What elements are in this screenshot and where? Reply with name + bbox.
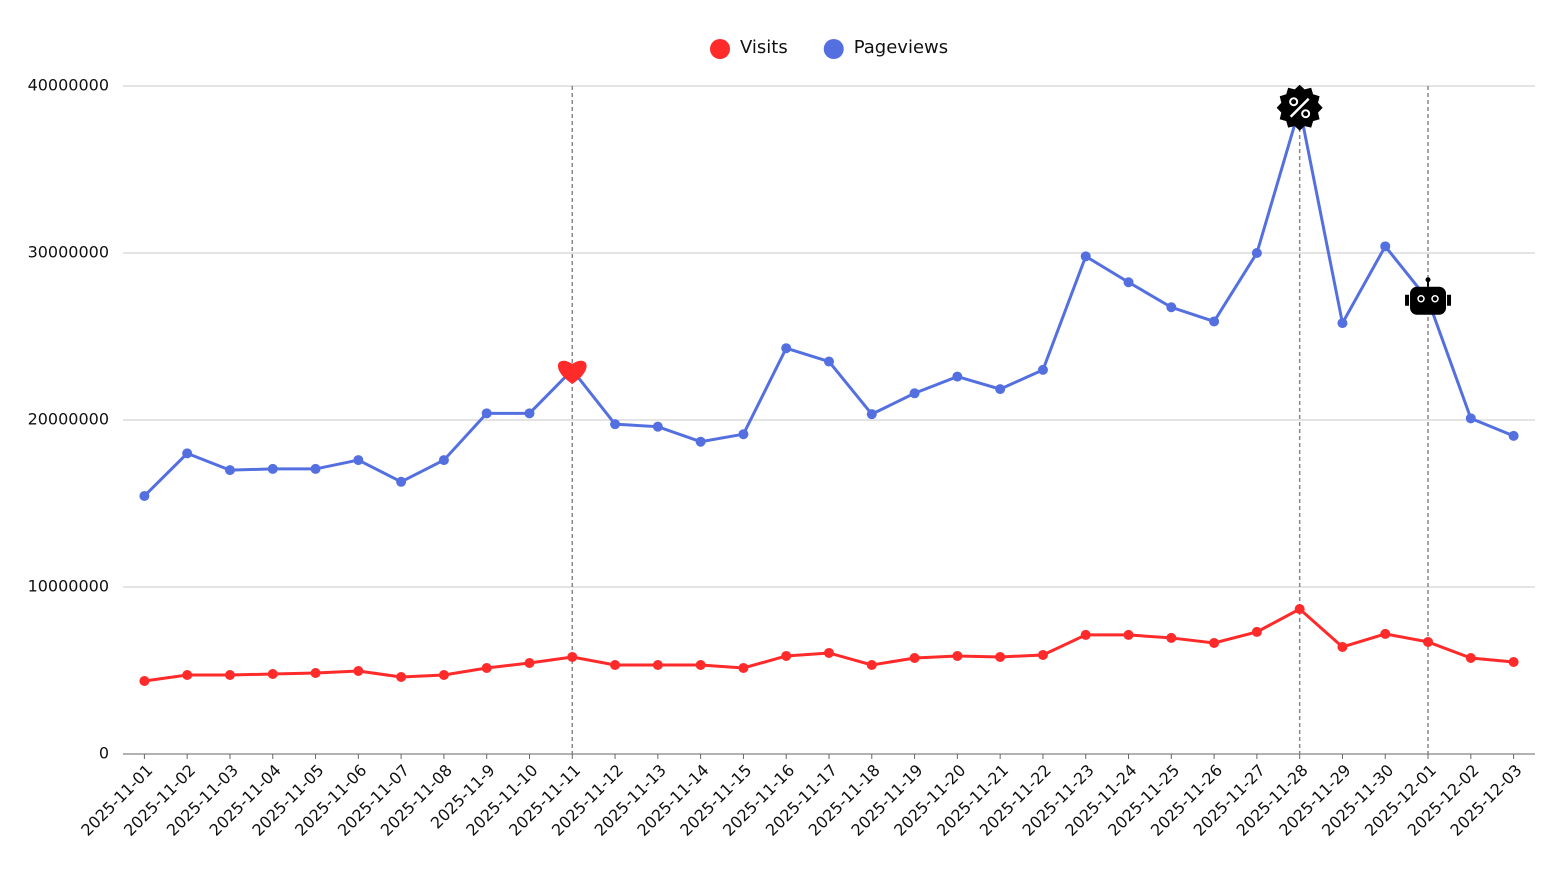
data-point <box>1337 641 1348 652</box>
data-point <box>695 659 706 670</box>
data-point <box>1251 248 1262 258</box>
y-tick-label: 30000000 <box>28 243 109 262</box>
data-point <box>310 463 321 474</box>
data-point <box>738 429 749 440</box>
data-point <box>1294 604 1305 615</box>
data-point <box>481 408 492 419</box>
data-point <box>267 463 278 474</box>
data-point <box>1166 302 1177 313</box>
data-point <box>995 384 1006 395</box>
data-point <box>310 668 321 679</box>
data-point <box>139 676 150 687</box>
legend-label: Pageviews <box>854 37 948 58</box>
marker-icon <box>1405 277 1452 315</box>
data-point <box>1465 652 1476 663</box>
data-point <box>652 659 663 670</box>
robot-eye <box>1431 295 1439 303</box>
data-point <box>652 421 663 432</box>
data-point <box>1166 632 1177 643</box>
data-point <box>1508 656 1519 667</box>
data-point <box>438 670 449 681</box>
y-tick-label: 10000000 <box>28 577 109 596</box>
data-point <box>1037 649 1048 660</box>
badge-dot <box>1289 97 1299 107</box>
data-point <box>1209 637 1220 648</box>
y-tick-label: 0 <box>99 744 109 763</box>
data-point <box>567 651 578 662</box>
data-point <box>909 652 920 663</box>
badge-slash <box>1289 97 1310 118</box>
data-point <box>1080 629 1091 640</box>
robot-ear <box>1405 294 1410 306</box>
data-point <box>866 409 877 420</box>
legend-swatch <box>823 39 844 59</box>
data-point <box>866 659 877 670</box>
robot-antenna-tip <box>1425 277 1431 283</box>
data-point <box>1337 318 1348 329</box>
legend-swatch <box>710 39 730 59</box>
data-point <box>396 672 407 683</box>
data-point <box>1037 364 1048 375</box>
y-tick-label: 20000000 <box>28 410 109 429</box>
data-point <box>1251 626 1262 637</box>
data-point <box>824 356 834 367</box>
data-point <box>353 455 364 466</box>
data-point <box>952 650 963 661</box>
data-point <box>1380 241 1391 252</box>
series-line <box>144 607 1514 683</box>
series-line <box>143 107 1515 498</box>
robot-ear <box>1447 294 1452 306</box>
data-point <box>738 662 749 673</box>
y-tick-label: 40000000 <box>28 76 109 95</box>
data-point <box>1423 636 1434 647</box>
data-point <box>1080 251 1091 262</box>
data-point <box>139 490 150 501</box>
data-point <box>1380 628 1391 639</box>
data-point <box>267 669 278 680</box>
data-point <box>224 670 235 681</box>
data-point <box>396 476 407 487</box>
heart-icon <box>557 360 587 384</box>
data-point <box>909 388 920 399</box>
marker-icon <box>557 360 587 384</box>
data-point <box>781 343 792 354</box>
data-point <box>1123 277 1134 288</box>
data-point <box>781 650 792 661</box>
data-point <box>1508 430 1519 441</box>
data-point <box>182 448 193 459</box>
legend-label: Visits <box>740 37 788 58</box>
data-point <box>610 659 621 670</box>
data-point <box>610 419 621 430</box>
data-point <box>524 408 535 419</box>
data-point <box>524 657 535 668</box>
legend: Visits Pageviews <box>710 37 948 59</box>
data-point <box>182 670 193 681</box>
data-point <box>952 371 963 382</box>
data-point <box>695 436 706 447</box>
data-point <box>1123 629 1134 640</box>
data-point <box>995 651 1006 662</box>
data-point <box>224 465 235 476</box>
data-point <box>1209 316 1220 327</box>
data-point <box>481 662 492 673</box>
robot-eye <box>1417 295 1425 303</box>
robot-head <box>1410 286 1447 315</box>
badge-dot <box>1301 109 1311 119</box>
data-point <box>438 455 449 466</box>
data-point <box>1465 413 1476 424</box>
data-point <box>824 647 834 658</box>
marker-icon <box>1276 84 1323 131</box>
data-point <box>353 666 364 677</box>
